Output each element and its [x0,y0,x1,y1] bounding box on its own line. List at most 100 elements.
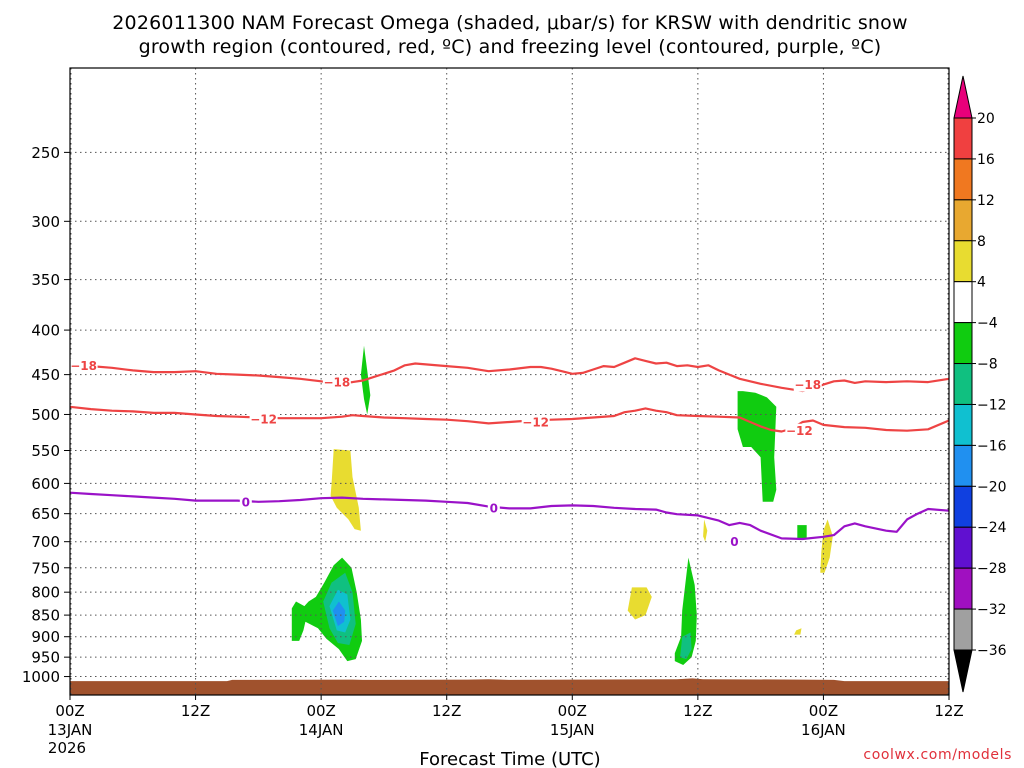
x-tick-label-6: 00Z [809,702,838,720]
colorbar-label-7: −12 [977,397,1007,413]
contour-label-zero-0: 0 [242,495,250,509]
colorbar-box-12 [953,608,973,651]
colorbar-box-5 [953,322,973,365]
y-tick-label-800: 800 [31,584,60,602]
x-date-label-6: 16JAN [801,721,846,739]
contour-label-bg-zero-0 [239,494,252,509]
x-date-label-4: 15JAN [550,721,595,739]
colorbar-box-6 [953,363,973,405]
colorbar-label-0: 20 [977,111,995,127]
x-axis-title: Forecast Time (UTC) [419,749,600,768]
colorbar-box-11 [953,567,973,610]
contour-label-minus18-2: −18 [794,378,821,392]
y-tick-label-450: 450 [31,366,60,384]
omega-colorbar: 20 16 12 8 4 −4 −8 −12 −16 −20 −24 −28 −32 −36 [953,75,1007,693]
contour-label-bg-minus12-0 [249,411,278,426]
x-tick-label-7: 12Z [934,702,963,720]
contour-label-bg-zero-1 [487,500,500,515]
colorbar-label-11: −28 [977,561,1007,577]
contour-zero [69,491,950,541]
colorbar-label-1: 16 [977,152,995,168]
colorbar-box-2 [953,199,973,242]
colorbar-box-8 [953,444,973,487]
contour-label-zero-1: 0 [490,501,498,515]
omega-region-green-block-520 [737,391,777,502]
x-tick-label-1: 12Z [181,702,210,720]
x-year-label-0: 2026 [48,739,86,757]
omega-region-green-small-680 [797,525,807,539]
x-date-label-2: 14JAN [299,721,344,739]
x-tick-label-4: 00Z [558,702,587,720]
colorbar-label-5: −4 [977,316,998,332]
terrain-fill [70,678,949,695]
contour-label-minus12-2: −12 [786,424,813,438]
colorbar-label-9: −20 [977,479,1007,495]
contour-label-bg-minus12-1 [521,414,550,429]
omega-region-yellow-tiny-880 [794,628,802,635]
y-tick-label-500: 500 [31,406,60,424]
terrain-layer [70,678,949,695]
colorbar-top-triangle [953,75,973,119]
colorbar-box-10 [953,526,973,569]
contour-label-bg-minus12-2 [785,423,814,438]
y-tick-label-900: 900 [31,628,60,646]
omega-region-yellow-700-right [820,519,833,573]
colorbar-box-3 [953,240,973,283]
colorbar-label-13: −36 [977,643,1007,659]
colorbar-label-4: 4 [977,275,986,291]
y-tick-label-300: 300 [31,213,60,231]
omega-region-teal-900-right [680,632,692,660]
x-tick-label-5: 12Z [683,702,712,720]
colorbar-box-1 [953,158,973,201]
y-tick-label-550: 550 [31,442,60,460]
colorbar-label-12: −32 [977,602,1007,618]
contour-label-minus18-0: −18 [70,359,97,373]
contour-layer: −18 −18 −18 −12 −12 −12 0 0 0 [69,357,950,549]
omega-region-yellow-tiny-670 [703,519,708,542]
x-tick-label-0: 00Z [55,702,84,720]
omega-region-blue-850 [332,601,346,627]
plot-area: −18 −18 −18 −12 −12 −12 0 0 0 [69,67,950,696]
colorbar-box-4 [953,281,973,324]
colorbar-label-6: −8 [977,357,998,373]
y-tick-label-250: 250 [31,144,60,162]
colorbar-bottom-triangle [953,649,973,693]
y-tick-label-700: 700 [31,533,60,551]
x-tick-label-3: 12Z [432,702,461,720]
x-date-label-0: 13JAN [48,721,93,739]
colorbar-box-9 [953,485,973,528]
y-tick-label-950: 950 [31,649,60,667]
contour-label-minus18-1: −18 [323,376,350,390]
contour-label-bg-minus18-2 [793,377,822,392]
y-tick-label-850: 850 [31,607,60,625]
contour-label-zero-2: 0 [730,535,738,549]
y-tick-label-600: 600 [31,475,60,493]
y-tick-label-650: 650 [31,505,60,523]
contour-label-bg-zero-2 [728,534,741,549]
y-tick-label-400: 400 [31,322,60,340]
contour-minus12 [69,405,950,433]
chart-title-line-1: 2026011300 NAM Forecast Omega (shaded, μ… [112,12,907,34]
y-tick-label-1000: 1000 [22,668,60,686]
x-tick-label-2: 00Z [306,702,335,720]
contour-label-bg-minus18-0 [69,358,98,373]
credit-text: coolwx.com/models [863,747,1012,763]
omega-region-yellow-800 [627,587,652,620]
contour-label-bg-minus18-1 [322,375,351,390]
contour-label-minus12-1: −12 [522,415,549,429]
colorbar-label-3: 8 [977,234,986,250]
colorbar-label-10: −24 [977,520,1007,536]
plot-frame [69,67,950,696]
contour-label-minus12-0: −12 [250,412,277,426]
y-tick-label-350: 350 [31,271,60,289]
colorbar-label-8: −16 [977,438,1007,454]
omega-region-yellow-620 [330,449,361,531]
colorbar-box-7 [953,403,973,446]
colorbar-label-2: 12 [977,193,995,209]
y-axis: 250 300 350 400 450 500 550 600 650 700 750 800 850 9… [22,144,70,686]
omega-region-green-850-right [674,557,697,665]
colorbar-box-0 [953,117,973,160]
y-tick-label-750: 750 [31,559,60,577]
